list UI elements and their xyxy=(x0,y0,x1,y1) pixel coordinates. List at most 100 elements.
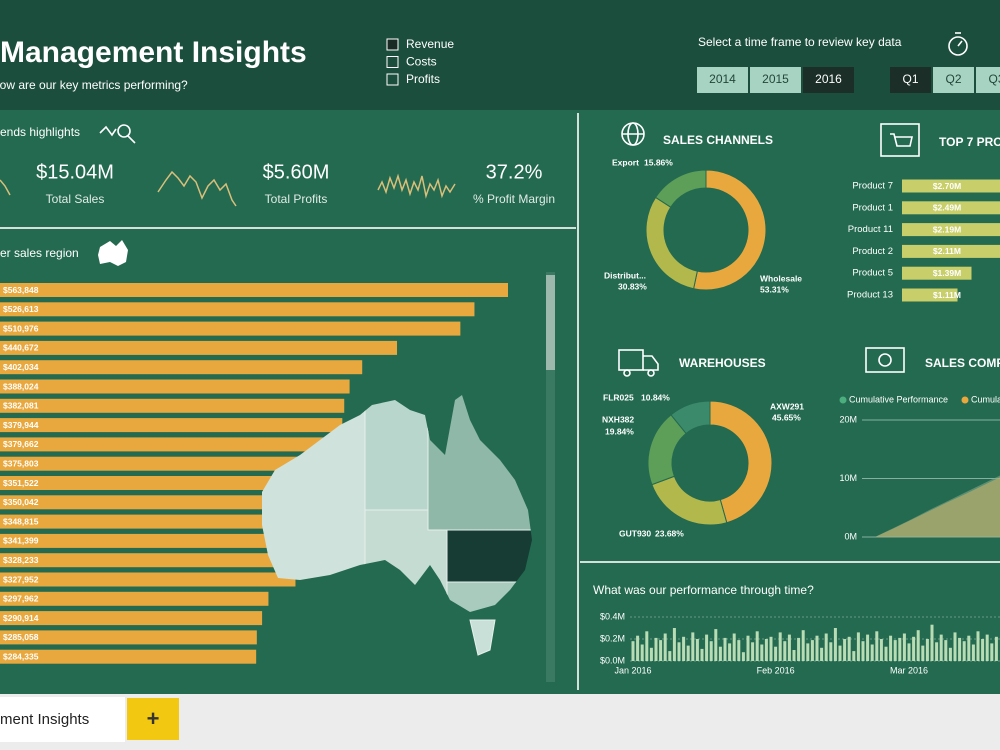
filter-button[interactable] xyxy=(750,67,801,93)
bar xyxy=(861,641,865,661)
sparkline xyxy=(0,179,11,196)
slice-value: 19.84% xyxy=(605,426,634,436)
bar xyxy=(709,641,713,661)
data-label: $297,962 xyxy=(3,594,39,604)
data-label: $285,058 xyxy=(3,632,39,642)
filter-button[interactable] xyxy=(803,67,854,93)
bar xyxy=(902,223,1000,237)
filter-button[interactable] xyxy=(933,67,974,93)
bar xyxy=(755,631,759,661)
bar xyxy=(902,244,1000,258)
bar xyxy=(787,634,791,661)
bar xyxy=(659,640,663,661)
data-label: $1.39M xyxy=(933,268,961,278)
bar xyxy=(958,637,962,661)
data-label: $2.11M xyxy=(933,246,961,256)
bar xyxy=(691,632,695,661)
slice-label: GUT930 xyxy=(619,528,651,538)
legend-checkbox[interactable] xyxy=(386,56,399,68)
data-label: $327,952 xyxy=(3,574,39,584)
kpi-value: $15.04M xyxy=(36,161,114,183)
bar xyxy=(682,636,686,661)
scrollbar-track[interactable] xyxy=(546,272,555,682)
cart-icon xyxy=(890,133,913,147)
legend-marker xyxy=(839,396,847,404)
content: Revenue Costs Profits 2014 2015 2016 Q1 Q2 Q3 $15… xyxy=(0,37,1000,675)
bar xyxy=(723,637,727,661)
bar xyxy=(879,639,883,661)
bar xyxy=(843,639,847,661)
bar xyxy=(774,646,778,661)
bar xyxy=(971,644,975,661)
timeframe-prompt: Select a time frame to review key data xyxy=(698,35,902,49)
bar xyxy=(0,340,398,355)
area xyxy=(875,477,1000,537)
sparkline xyxy=(157,170,237,207)
bar xyxy=(829,642,833,661)
add-tab-label[interactable]: + xyxy=(147,706,160,731)
slice-label: Distribut... xyxy=(604,270,646,280)
legend-checkbox[interactable] xyxy=(386,38,399,51)
legend-marker xyxy=(961,396,969,404)
slice-value: 23.68% xyxy=(655,528,684,538)
kpi-value: 37.2% xyxy=(486,161,543,183)
tab-label[interactable]: ment Insights xyxy=(0,711,89,728)
bar xyxy=(695,639,699,661)
legend-label[interactable]: Profits xyxy=(406,72,440,86)
data-label: $402,034 xyxy=(3,362,39,372)
search-icon xyxy=(127,135,136,144)
bar xyxy=(889,635,893,661)
bar xyxy=(714,629,718,661)
category-label: Product 1 xyxy=(852,202,893,213)
category-label: Product 11 xyxy=(848,224,893,235)
bar xyxy=(0,456,339,471)
bar xyxy=(0,360,363,375)
stopwatch-icon xyxy=(957,40,963,47)
filter-button[interactable] xyxy=(697,67,748,93)
bar xyxy=(815,635,819,661)
legend-label[interactable]: Revenue xyxy=(406,37,454,51)
data-label: $1.11M xyxy=(933,290,961,300)
data-label: $290,914 xyxy=(3,613,39,623)
data-label: $351,522 xyxy=(3,478,39,488)
slice-value: 45.65% xyxy=(772,412,801,422)
filter-button-label[interactable]: Q3 xyxy=(988,72,1000,86)
kpi-label: % Profit Margin xyxy=(473,192,555,206)
donut-slice xyxy=(670,400,711,435)
bar xyxy=(0,476,317,490)
scrollbar-thumb[interactable] xyxy=(546,275,555,370)
subtitle: How are our key metrics performing? xyxy=(0,78,188,92)
bar xyxy=(0,514,315,529)
search-icon xyxy=(117,124,131,138)
filter-button[interactable] xyxy=(976,67,1000,93)
y-tick-label: 20M xyxy=(839,414,857,424)
y-tick-label: $0.4M xyxy=(600,611,625,621)
filter-button-label[interactable]: 2016 xyxy=(815,72,842,86)
bar xyxy=(663,633,667,661)
filter-button-label[interactable]: Q2 xyxy=(945,72,961,86)
legend-label: Cumulative Performance xyxy=(849,394,948,404)
bar xyxy=(778,632,782,661)
bar xyxy=(852,651,856,661)
filter-button[interactable] xyxy=(890,67,931,93)
map-region[interactable] xyxy=(469,619,496,656)
bar xyxy=(902,201,1000,215)
legend-label[interactable]: Costs xyxy=(406,55,437,69)
filter-button-label[interactable]: 2014 xyxy=(709,72,736,86)
bar xyxy=(838,645,842,661)
data-label: $388,024 xyxy=(3,381,39,391)
add-tab-button[interactable] xyxy=(127,698,179,740)
filter-button-label[interactable]: Q1 xyxy=(902,72,918,86)
legend-checkbox[interactable] xyxy=(386,73,399,86)
bar xyxy=(0,591,269,606)
data-label: $350,042 xyxy=(3,497,39,507)
filter-button-label[interactable]: 2015 xyxy=(762,72,789,86)
data-label: $379,944 xyxy=(3,420,39,430)
bar xyxy=(741,652,745,661)
active-tab[interactable] xyxy=(0,697,125,742)
bar xyxy=(792,650,796,661)
chart-title: What was our performance through time? xyxy=(593,583,814,597)
category-label: Product 13 xyxy=(847,290,893,301)
bar xyxy=(0,302,475,317)
